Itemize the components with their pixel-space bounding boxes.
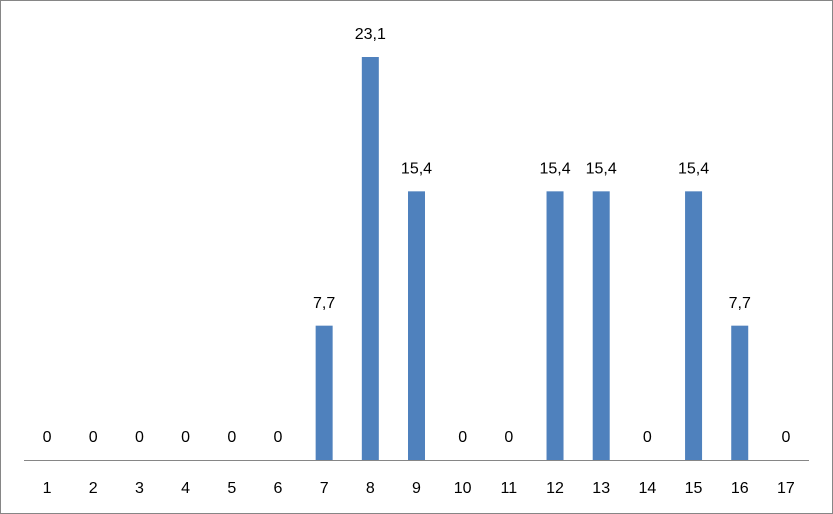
x-tick-label: 3: [135, 480, 144, 497]
value-label: 15,4: [539, 161, 570, 178]
value-label: 0: [227, 429, 236, 446]
bar: [685, 191, 703, 461]
value-label: 15,4: [678, 161, 709, 178]
value-label: 0: [781, 429, 790, 446]
value-label: 7,7: [729, 295, 751, 312]
value-label: 0: [458, 429, 467, 446]
x-tick-label: 17: [777, 480, 795, 497]
x-tick-label: 6: [274, 480, 283, 497]
bar: [361, 57, 379, 460]
value-label: 15,4: [401, 161, 432, 178]
bar: [315, 325, 333, 460]
x-tick-label: 16: [731, 480, 749, 497]
bar: [731, 325, 749, 460]
x-tick-label: 12: [546, 480, 564, 497]
bar: [408, 191, 425, 461]
x-tick-label: 7: [320, 480, 329, 497]
x-tick-label: 11: [501, 480, 518, 497]
x-tick-label: 15: [685, 480, 703, 497]
x-tick-label: 10: [454, 480, 472, 497]
value-label: 7,7: [313, 295, 335, 312]
bar: [546, 191, 564, 461]
value-label: 0: [181, 429, 190, 446]
x-tick-label: 13: [592, 480, 610, 497]
x-tick-label: 9: [412, 480, 421, 497]
value-label: 0: [504, 429, 513, 446]
bar: [592, 191, 610, 461]
x-tick-label: 5: [227, 480, 236, 497]
value-label: 0: [89, 429, 98, 446]
value-label: 15,4: [586, 161, 617, 178]
x-tick-label: 1: [43, 480, 52, 497]
value-label: 0: [135, 429, 144, 446]
x-tick-label: 2: [89, 480, 98, 497]
value-label: 0: [274, 429, 283, 446]
x-tick-label: 8: [366, 480, 375, 497]
value-label: 0: [43, 429, 52, 446]
x-tick-label: 14: [638, 480, 656, 497]
x-tick-label: 4: [181, 480, 190, 497]
value-label: 23,1: [355, 26, 386, 43]
value-label: 0: [643, 429, 652, 446]
